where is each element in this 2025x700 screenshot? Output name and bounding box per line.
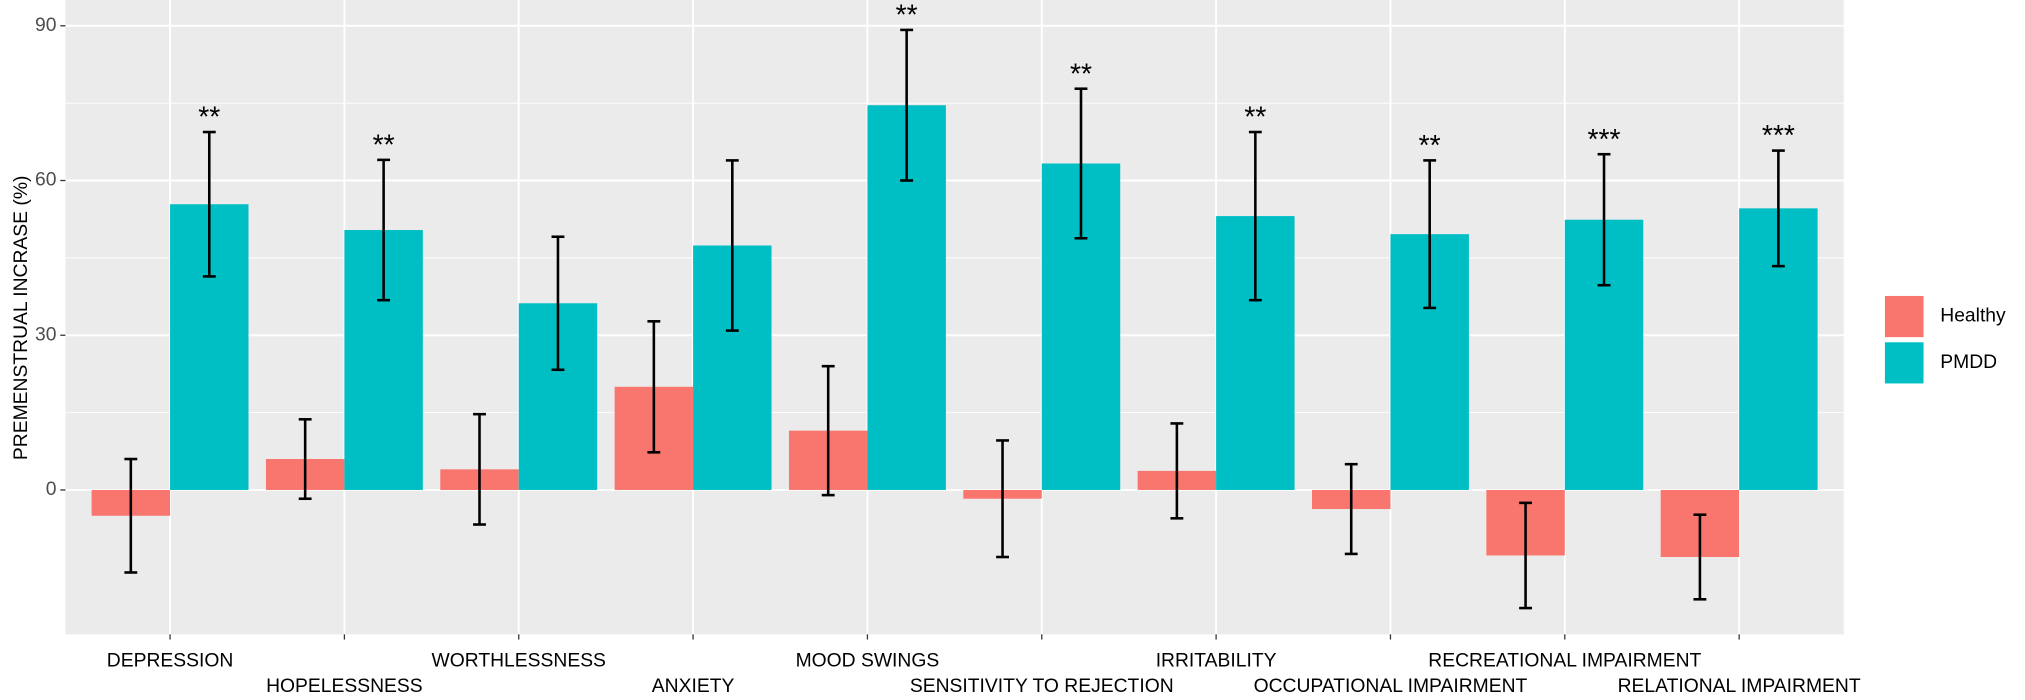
legend-key [1884,295,1924,338]
error-bar [202,130,216,278]
error-bar [1519,501,1533,610]
x-tick-label: MOOD SWINGS [796,650,940,671]
error-bar [1074,87,1088,240]
significance-label: ** [896,0,918,31]
x-tick-label: RECREATIONAL IMPAIRMENT [1428,650,1701,671]
significance-label: ** [1244,101,1266,133]
legend-label: Healthy [1940,306,2006,327]
error-bar [1771,149,1785,268]
error-bar [1423,159,1437,310]
error-bar [1693,513,1707,601]
y-tick-label: 0 [46,479,57,500]
error-bar [1344,462,1358,556]
x-tick-label: IRRITABILITY [1156,650,1277,671]
error-bar [900,28,914,182]
error-bar [473,412,486,526]
y-tick-label: 90 [35,15,56,36]
error-bar [1248,130,1262,302]
error-bar [377,158,391,302]
y-tick-label: 60 [35,170,56,191]
error-bar [551,235,565,372]
error-bar [821,364,835,497]
significance-label: ** [198,101,220,133]
error-bar [298,418,312,501]
significance-label: ** [1070,57,1092,89]
x-tick-label: WORTHLESSNESS [432,650,606,671]
legend-label: PMDD [1940,352,1997,373]
significance-label: ** [373,128,395,160]
y-axis-label: PREMENSTRUAL INCRASE (%) [11,176,32,461]
x-tick-label: HOPELESSNESS [266,676,423,697]
error-bar [647,320,661,454]
error-bar [996,439,1009,559]
x-tick-label: RELATIONAL IMPAIRMENT [1618,676,1861,697]
legend-key [1884,342,1924,384]
error-bar [1170,422,1184,520]
y-tick-label: 30 [35,324,56,345]
significance-label: *** [1588,123,1621,155]
error-bar [1597,152,1611,287]
x-tick-label: SENSITIVITY TO REJECTION [910,676,1174,697]
significance-label: *** [1762,119,1795,151]
x-tick-label: ANXIETY [652,676,735,697]
error-bar [725,159,739,332]
x-tick-label: OCCUPATIONAL IMPAIRMENT [1254,676,1528,697]
significance-label: ** [1419,129,1441,161]
error-bar [124,457,138,574]
x-tick-label: DEPRESSION [107,650,234,671]
